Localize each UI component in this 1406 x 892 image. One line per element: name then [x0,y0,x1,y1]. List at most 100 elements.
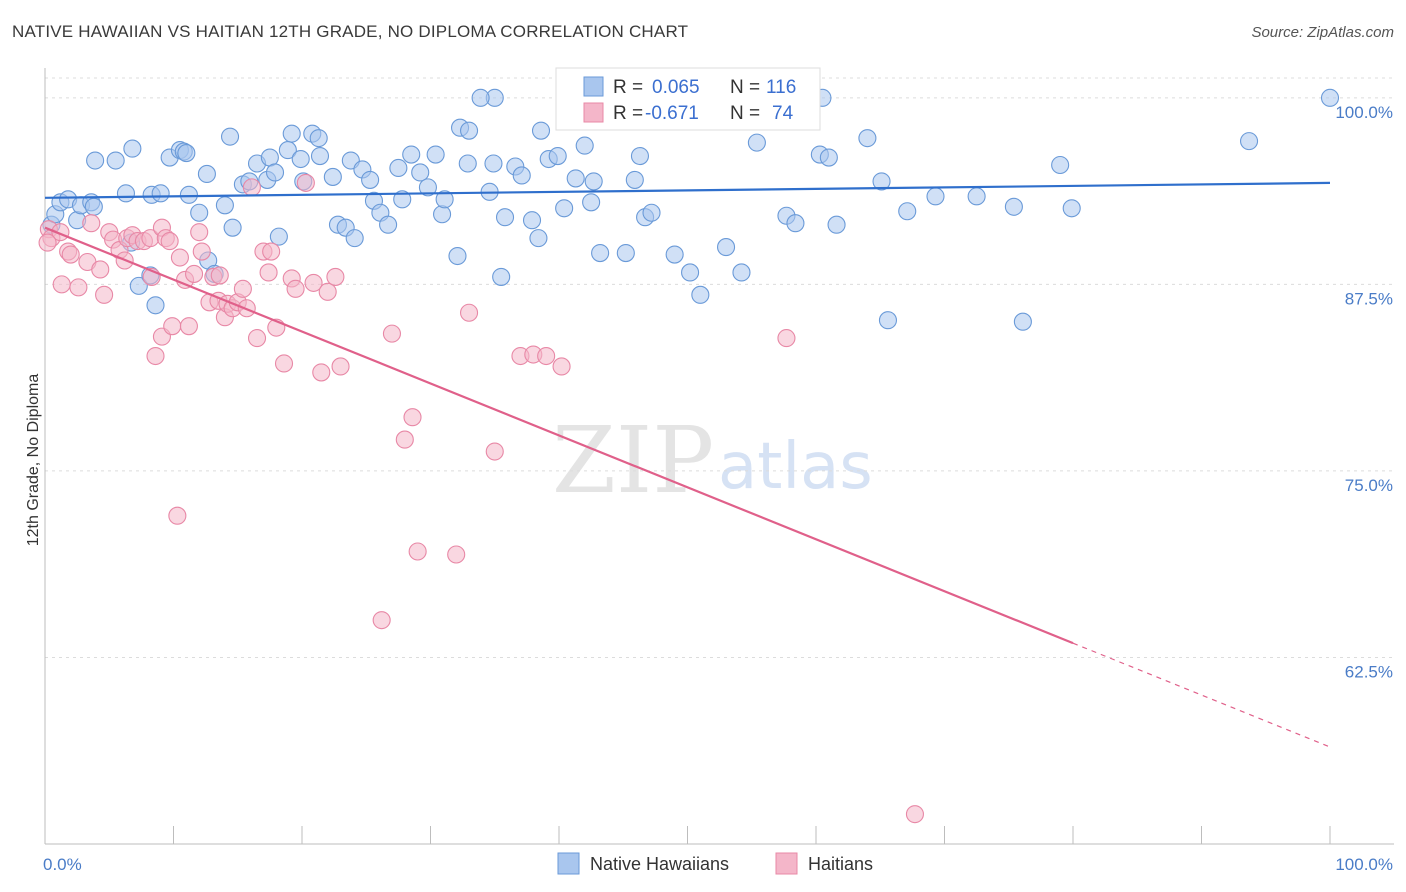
native-hawaiian-point [681,263,700,282]
haitian-point [146,346,165,366]
native-hawaiian-point [223,218,242,237]
native-hawaiian-point [484,154,503,173]
haitian-point [905,805,924,824]
native-hawaiian-point [827,215,846,234]
stats-r-value-1: 0.065 [652,77,700,98]
native-hawaiian-point [582,193,601,212]
watermark-zip: ZIP [552,407,714,514]
stats-r-label-2: R = [613,103,643,124]
native-hawaiian-point [967,187,986,206]
haitian-point [403,408,422,427]
native-hawaiian-point [716,238,736,257]
stats-legend: R = 0.065 N = 116 R = -0.671 N = 74 [555,67,821,131]
native-hawaiian-point [220,127,240,146]
haitian-point [296,173,315,192]
haitian-point [326,267,345,286]
haitian-point [382,324,402,343]
stats-legend-swatch-pink [583,102,604,123]
haitian-point [372,611,391,630]
legend-swatch-haitians [775,852,798,875]
haitian-point [82,214,101,233]
native-hawaiian-point [555,199,574,218]
native-hawaiian-point [146,296,165,315]
haitian-point [242,178,261,197]
native-hawaiian-point [630,146,650,166]
native-hawaiian-point [898,202,917,221]
series-legend: Native Hawaiians Haitians [557,852,873,875]
native-hawaiian-point [512,166,531,185]
haitian-point [179,317,198,336]
native-hawaiian-point [433,205,452,224]
x-tick-label-min: 0.0% [43,855,82,874]
native-hawaiian-point [566,169,585,188]
native-hawaiian-point [665,245,684,264]
native-hawaiian-point [492,267,511,286]
y-tick-label: 87.5% [1345,289,1393,308]
native-hawaiian-point [691,285,710,304]
haitian-point [247,329,267,348]
gridlines [45,77,1394,658]
stats-legend-swatch-blue [583,76,604,97]
haitian-point [233,279,252,298]
haitian-point [38,233,57,252]
haitians-trend-line [44,226,1074,645]
haitian-point [190,223,209,242]
tick-labels: 62.5% 75.0% 87.5% 100.0% 0.0% 100.0% [43,103,1393,874]
haitian-point [69,278,88,297]
trend-lines [44,181,1331,748]
native-hawaiian-point [215,196,234,215]
native-hawaiian-point [426,145,445,164]
native-hawaiian-point [435,190,454,209]
legend-swatch-native-hawaiians [557,852,580,875]
native-hawaiian-point [1004,197,1023,216]
haitian-point [259,263,278,282]
native-hawaiian-point [858,129,877,148]
native-hawaiian-point [411,163,430,182]
haitian-point [537,346,556,366]
haitian-point [210,266,229,285]
native-hawaiian-point [379,215,398,234]
native-hawaiian-point [1239,132,1259,151]
native-hawaiian-point [584,172,603,191]
native-hawaiian-point [1062,199,1081,218]
haitian-point [318,282,337,301]
native-hawaiians-trend-line [44,181,1331,199]
haitian-point [262,242,281,261]
stats-n-value-1: 116 [766,77,796,98]
haitian-point [52,275,71,294]
source-note: Source: ZipAtlas.com [1251,24,1394,41]
native-hawaiian-point [197,164,216,184]
native-hawaiian-point [393,190,412,209]
watermark-atlas: atlas [718,430,873,504]
y-tick-label: 75.0% [1345,476,1393,495]
native-hawaiian-point [747,133,766,152]
native-hawaiian-point [116,184,136,203]
stats-n-label-2: N = [730,103,760,124]
stats-n-value-2: 74 [772,103,794,124]
native-hawaiian-point [310,146,330,166]
native-hawaiian-point [786,214,805,233]
native-hawaiian-point [282,124,301,143]
y-tick-label: 62.5% [1345,662,1393,681]
native-hawaiian-point [471,88,490,107]
native-hawaiian-point [177,144,196,163]
native-hawaiian-point [732,263,751,282]
native-hawaiian-point [1013,312,1032,331]
native-hawaiian-point [309,129,328,148]
native-hawaiian-point [179,185,198,204]
haitian-point [286,279,305,298]
native-hawaiian-point [1320,88,1340,107]
haitian-point [408,542,427,561]
stats-n-label-1: N = [730,77,760,98]
y-axis-label: 12th Grade, No Diploma [25,374,42,547]
haitians-points [38,173,924,824]
haitian-point [95,285,114,304]
native-hawaiian-point [642,203,661,222]
haitian-point [160,232,179,251]
haitian-point [485,442,504,461]
native-hawaiian-point [625,170,644,189]
haitian-point [777,329,796,348]
haitian-point [170,248,189,267]
chart-title: NATIVE HAWAIIAN VS HAITIAN 12TH GRADE, N… [12,22,689,41]
